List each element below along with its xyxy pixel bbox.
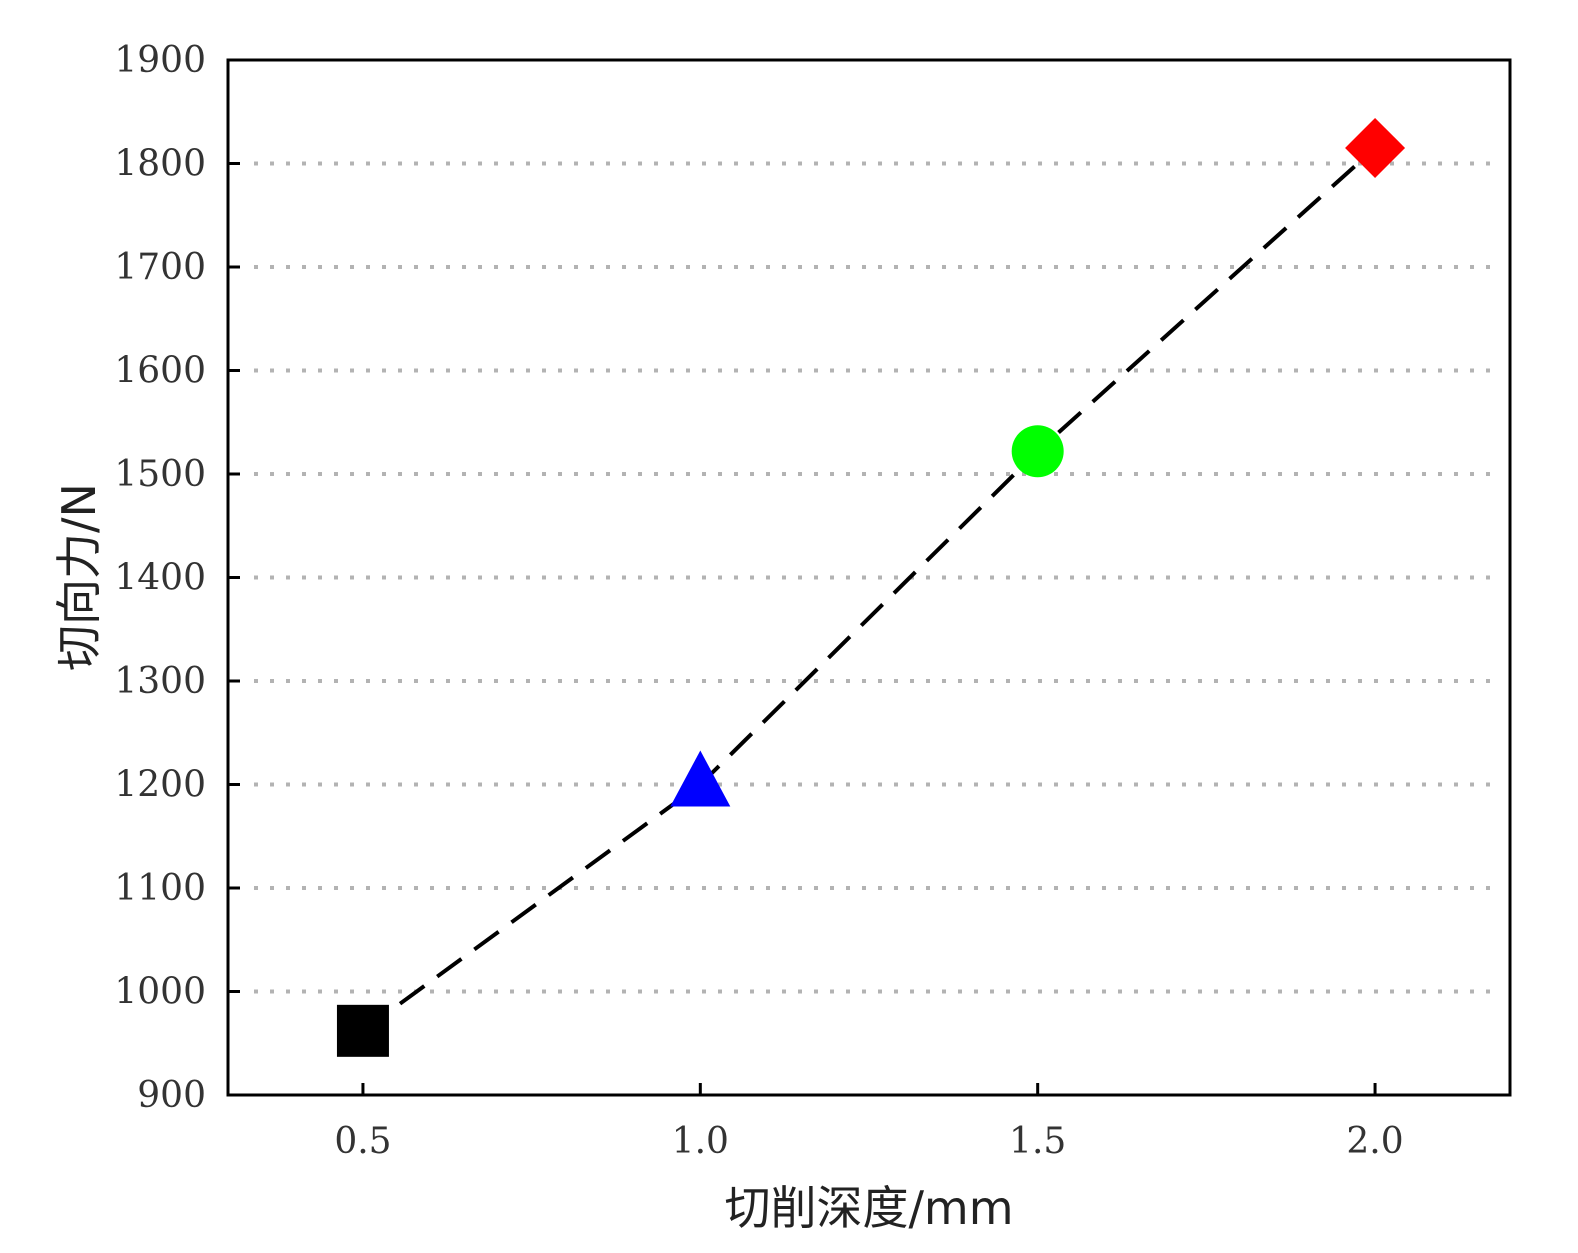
data-markers [336, 117, 1406, 1057]
grid-lines [254, 161, 1492, 994]
data-point-circle [1011, 425, 1064, 478]
y-tick-label: 1500 [114, 454, 206, 495]
x-tick-label: 1.5 [1009, 1121, 1066, 1162]
connector-line [361, 146, 1377, 1033]
y-tick-label: 1700 [114, 247, 206, 288]
y-axis-title: 切向力/N [52, 483, 106, 671]
data-point-diamond [1345, 117, 1406, 178]
y-tick-label: 900 [137, 1075, 206, 1116]
y-tick-label: 1400 [114, 558, 206, 599]
y-axis-ticks: 900 1000 1100 1200 1300 1400 1500 1600 1700 1800 1… [114, 40, 240, 1116]
x-axis-title: 切削深度/mm [724, 1181, 1013, 1235]
plot-frame [226, 58, 1512, 1097]
x-tick-label: 1.0 [672, 1121, 729, 1162]
data-point-triangle [670, 750, 731, 807]
y-tick-label: 1300 [114, 661, 206, 702]
y-tick-label: 1000 [114, 972, 206, 1013]
data-point-square [336, 1004, 389, 1057]
y-tick-label: 1800 [114, 144, 206, 185]
y-tick-label: 1100 [114, 868, 206, 909]
y-tick-label: 1600 [114, 351, 206, 392]
x-tick-label: 2.0 [1346, 1121, 1403, 1162]
y-tick-label: 1200 [114, 765, 206, 806]
x-axis-ticks: 0.5 1.0 1.5 2.0 [334, 1083, 1404, 1162]
connector-line-layer [361, 146, 1377, 1033]
y-tick-label: 1900 [114, 40, 206, 81]
x-tick-label: 0.5 [334, 1121, 391, 1162]
